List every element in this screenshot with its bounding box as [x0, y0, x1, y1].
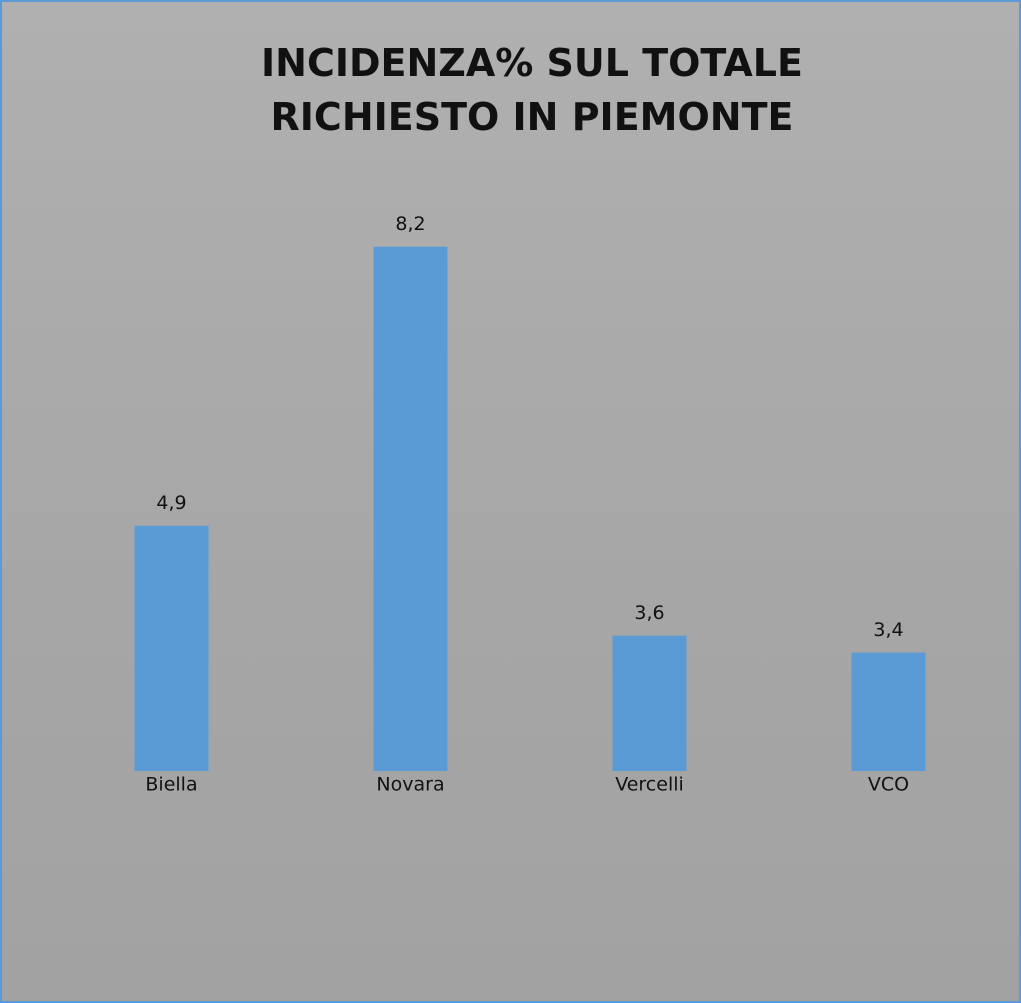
bar: [851, 652, 926, 771]
value-label: 4,9: [156, 492, 186, 514]
x-tick-label: Biella: [145, 774, 197, 796]
value-label: 3,6: [634, 602, 664, 624]
x-tick-label: Vercelli: [615, 774, 684, 796]
value-label: 8,2: [395, 213, 425, 235]
bar: [134, 525, 209, 771]
x-tick-label: Novara: [376, 774, 444, 796]
value-label: 3,4: [873, 619, 903, 641]
chart-title: INCIDENZA% SUL TOTALE RICHIESTO IN PIEMO…: [261, 41, 803, 139]
bar: [612, 635, 687, 771]
x-tick-label: VCO: [868, 774, 909, 796]
bar: [373, 246, 448, 771]
